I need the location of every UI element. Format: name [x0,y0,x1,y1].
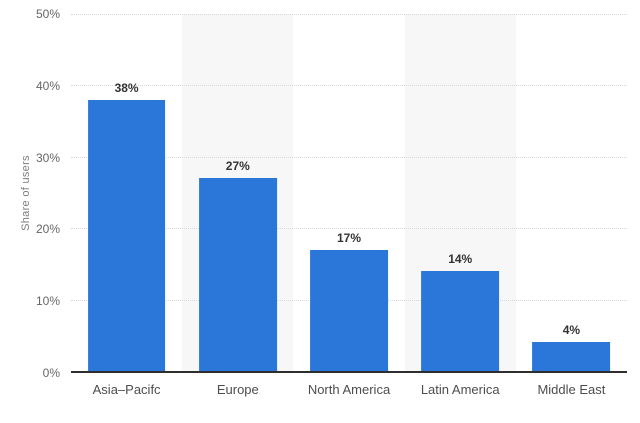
band-north-america: 17% [293,14,404,371]
x-category-label: Middle East [537,382,606,397]
bar-asia-pacifc [87,99,166,371]
y-tick-label-0: 0% [42,366,60,380]
band-latin-america: 14% [404,14,516,371]
bar-north-america [310,249,388,371]
x-category-label: Asia–Pacifc [92,382,161,397]
bar-value-label: 4% [562,323,581,338]
x-axis: Asia–Pacifc Europe North America Latin A… [71,382,627,397]
bar-value-label: 17% [336,230,362,245]
bar-europe [198,178,277,371]
bar-value-label: 27% [225,159,250,174]
bar-latin-america [421,271,500,371]
x-category-label: Latin America [420,382,500,397]
y-tick-label-40: 40% [35,78,60,93]
y-tick-label-20: 20% [35,222,60,237]
x-category-label: North America [307,382,391,397]
bar-middle-east [532,342,611,371]
bar-value-label: 14% [448,252,473,267]
bar-value-label: 38% [114,80,139,95]
band-middle-east: 4% [516,14,627,371]
category-bands: 38% 27% 17% 14% 4% [71,14,627,371]
y-tick-label-30: 30% [35,150,60,165]
band-asia-pacifc: 38% [71,14,182,371]
y-tick-label-50: 50% [35,7,60,21]
y-axis: 50% 40% 30% 20% 10% 0% [0,7,60,380]
band-europe: 27% [182,14,294,371]
plot-area: 38% 27% 17% 14% 4% [71,14,627,373]
x-category-label: Europe [216,382,259,397]
y-tick-label-10: 10% [35,294,60,309]
